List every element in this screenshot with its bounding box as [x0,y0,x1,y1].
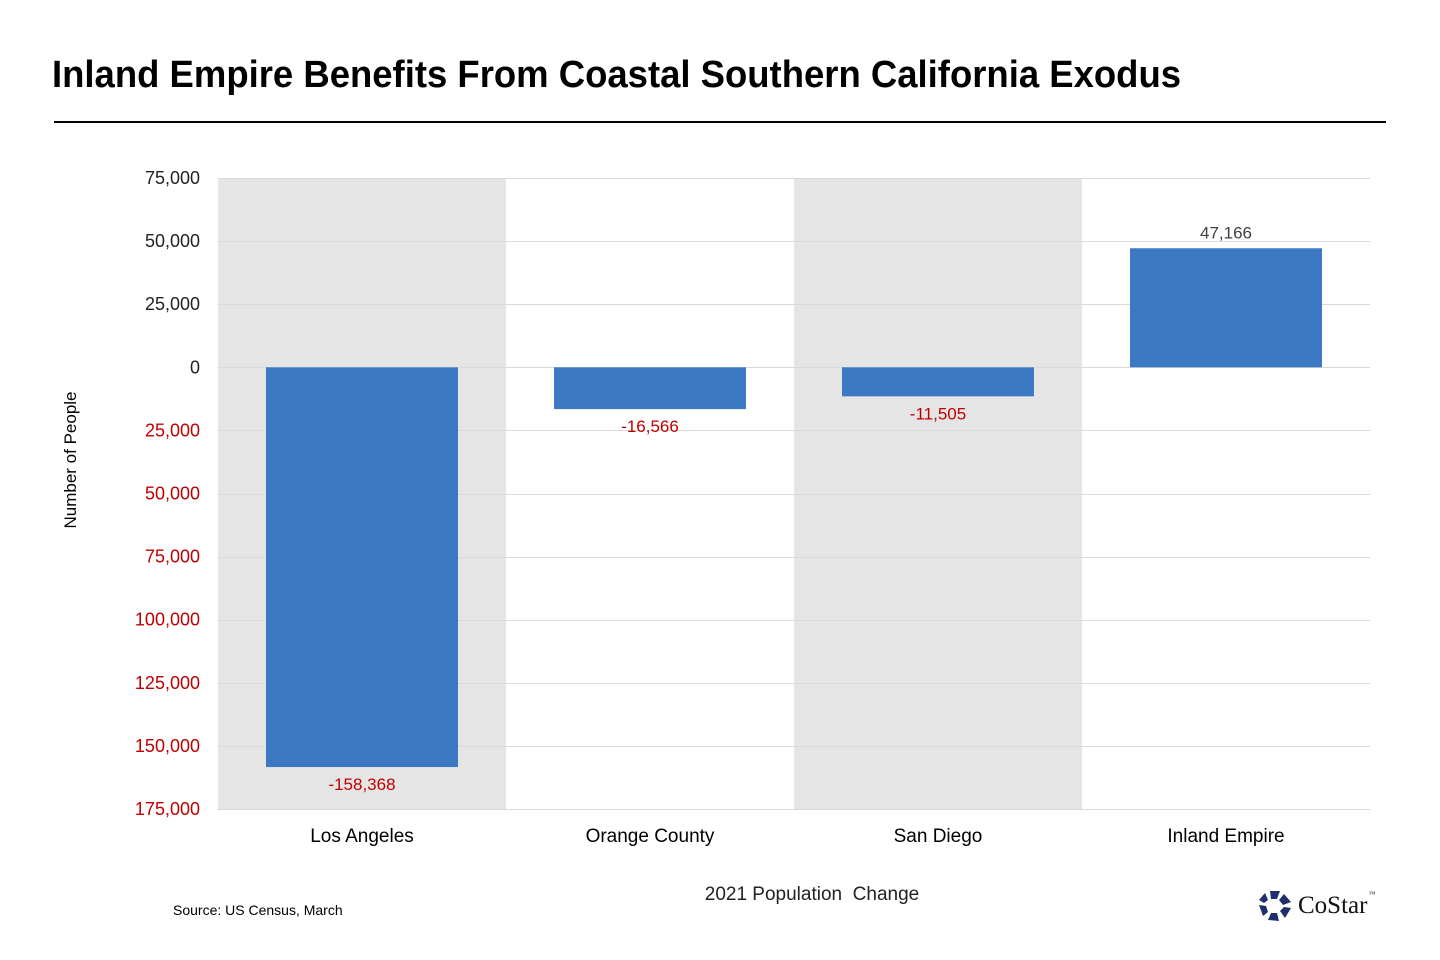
x-tick-label: Inland Empire [1167,826,1284,847]
bars [266,248,1322,768]
logo-name: CoStar [1298,892,1368,919]
data-label: 47,166 [1200,223,1252,242]
y-tick-label: 150,000 [135,736,200,756]
y-tick-label: 175,000 [135,799,200,819]
source-note: Source: US Census, March [173,902,343,918]
title-divider [54,121,1386,123]
data-label: -16,566 [621,417,679,436]
chart-title: Inland Empire Benefits From Coastal Sout… [52,54,1182,96]
y-tick-label: 50,000 [145,231,200,251]
costar-logo: CoStar™ [1258,890,1375,922]
bar [842,367,1034,397]
logo-text: CoStar™ [1298,890,1376,920]
data-labels: -158,368 -16,566 -11,505 47,166 [328,223,1252,794]
costar-star-icon [1259,891,1291,921]
y-tick-label: 100,000 [135,610,200,630]
logo-tm: ™ [1368,890,1376,898]
data-label: -11,505 [910,404,966,423]
y-axis-label: Number of People [61,391,80,528]
x-tick-label: Orange County [586,826,715,847]
bar [554,367,746,410]
category-band [794,178,1082,809]
y-tick-label: 75,000 [145,168,200,188]
x-tick-label: Los Angeles [310,826,414,847]
y-tick-label: 25,000 [145,420,200,440]
y-tick-label: 75,000 [145,547,200,567]
x-axis-label: 2021 Population Change [705,884,919,905]
bar [1130,248,1322,368]
y-tick-label: 25,000 [145,294,200,314]
y-tick-label: 0 [190,357,200,377]
x-tick-labels: Los Angeles Orange County San Diego Inland … [310,826,1284,847]
y-tick-labels: 75,000 50,000 25,000 0 25,000 50,000 75,000 100… [135,168,200,819]
y-tick-label: 50,000 [145,484,200,504]
bar [266,367,458,768]
x-tick-label: San Diego [894,826,983,847]
y-tick-label: 125,000 [135,673,200,693]
data-label: -158,368 [328,775,395,794]
